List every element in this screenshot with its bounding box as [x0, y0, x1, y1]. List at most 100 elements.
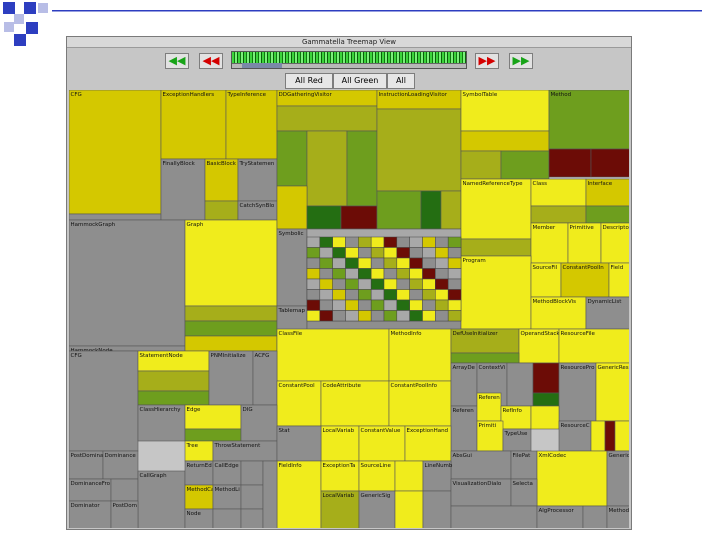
treemap-mini-cell[interactable] — [435, 289, 449, 301]
treemap-mini-cell[interactable] — [345, 278, 359, 290]
treemap-cell[interactable] — [460, 238, 532, 257]
treemap-mini-cell[interactable] — [435, 310, 449, 322]
treemap-mini-cell[interactable] — [396, 310, 410, 322]
treemap-cell[interactable] — [450, 352, 520, 364]
slider-track[interactable] — [232, 63, 466, 68]
treemap-cell-cfg-top[interactable] — [69, 90, 162, 215]
treemap-cell-program[interactable] — [460, 255, 532, 330]
back-button[interactable]: ◀◀ — [199, 53, 223, 69]
treemap-cell-reference-var[interactable] — [476, 392, 502, 422]
treemap-mini-cell[interactable] — [383, 278, 398, 290]
treemap-cell-finally-block[interactable] — [160, 158, 206, 221]
treemap-cell-interface[interactable] — [585, 178, 629, 207]
treemap-mini-cell[interactable] — [370, 278, 385, 290]
treemap-cell-acfg[interactable] — [252, 350, 278, 406]
treemap-mini-cell[interactable] — [306, 278, 321, 290]
treemap-cell-source-line[interactable] — [358, 460, 396, 492]
treemap-cell-method-call[interactable] — [184, 484, 214, 510]
treemap-cell[interactable] — [212, 508, 242, 528]
treemap-cell[interactable] — [306, 130, 348, 207]
forward-button[interactable]: ▶▶ — [475, 53, 499, 69]
treemap-mini-cell[interactable] — [396, 268, 410, 280]
treemap-cell[interactable] — [306, 205, 342, 230]
treemap-cell[interactable] — [184, 335, 278, 352]
treemap-cell[interactable] — [420, 190, 442, 230]
treemap-mini-cell[interactable] — [447, 247, 462, 259]
treemap-cell[interactable] — [394, 460, 424, 492]
treemap-mini-cell[interactable] — [383, 257, 398, 269]
treemap-cell[interactable] — [240, 508, 264, 528]
treemap-cell-symbol-table[interactable] — [460, 90, 550, 132]
treemap-mini-cell[interactable] — [345, 247, 359, 259]
treemap-mini-cell[interactable] — [396, 247, 410, 259]
treemap-cell-class-file[interactable] — [276, 328, 390, 382]
treemap-mini-cell[interactable] — [370, 289, 385, 301]
treemap-cell-constant-pool[interactable] — [276, 380, 322, 427]
treemap-cell[interactable] — [184, 305, 278, 322]
treemap-mini-cell[interactable] — [422, 268, 436, 280]
treemap-mini-cell[interactable] — [306, 310, 321, 322]
treemap-cell-constant-pool-info[interactable] — [388, 380, 452, 427]
treemap-cell-named-reference-type[interactable] — [460, 178, 532, 240]
treemap-cell[interactable] — [614, 420, 629, 452]
treemap-mini-cell[interactable] — [422, 299, 436, 311]
treemap-cell[interactable] — [276, 185, 308, 230]
all-red-button[interactable]: All Red — [285, 73, 333, 89]
treemap-cell[interactable] — [532, 392, 560, 407]
treemap-cell-try-statement[interactable] — [237, 158, 278, 202]
treemap-cell-member[interactable] — [530, 222, 569, 264]
treemap-cell[interactable] — [460, 150, 502, 180]
treemap-cell[interactable] — [376, 190, 422, 230]
all-button[interactable]: All — [387, 73, 415, 89]
treemap-mini-cell[interactable] — [447, 278, 462, 290]
treemap-mini-cell[interactable] — [370, 310, 385, 322]
treemap-mini-cell[interactable] — [383, 236, 398, 248]
treemap-mini-cell[interactable] — [319, 289, 333, 301]
treemap-cell[interactable] — [440, 190, 462, 230]
treemap-mini-cell[interactable] — [422, 310, 436, 322]
treemap-cell[interactable] — [582, 505, 608, 528]
treemap-mini-cell[interactable] — [358, 247, 372, 259]
treemap-mini-cell[interactable] — [383, 289, 398, 301]
treemap-mini-cell[interactable] — [447, 310, 462, 322]
treemap-cell-line-number[interactable] — [422, 460, 452, 492]
treemap-mini-cell[interactable] — [306, 268, 321, 280]
treemap-mini-cell[interactable] — [332, 257, 346, 269]
treemap-mini-cell[interactable] — [396, 257, 410, 269]
treemap-mini-cell[interactable] — [319, 278, 333, 290]
treemap-cell[interactable] — [346, 130, 378, 207]
treemap-cell[interactable] — [184, 428, 242, 442]
treemap-cell-abs-gui[interactable] — [450, 450, 512, 480]
treemap-mini-cell[interactable] — [332, 289, 346, 301]
treemap-cell[interactable] — [500, 150, 550, 180]
treemap-mini-cell[interactable] — [422, 278, 436, 290]
treemap-cell[interactable] — [262, 460, 278, 528]
treemap-cell[interactable] — [422, 490, 452, 528]
treemap-mini-cell[interactable] — [447, 257, 462, 269]
treemap-mini-cell[interactable] — [383, 310, 398, 322]
treemap-cell[interactable] — [530, 405, 560, 430]
treemap-cell[interactable] — [532, 362, 560, 394]
treemap-cell-field-info[interactable] — [276, 460, 322, 528]
treemap-cell[interactable] — [548, 148, 592, 178]
treemap-cell[interactable] — [604, 420, 616, 452]
treemap-mini-cell[interactable] — [370, 257, 385, 269]
treemap-mini-cell[interactable] — [409, 278, 423, 290]
treemap-cell[interactable] — [276, 105, 378, 132]
treemap-cell[interactable] — [276, 130, 308, 187]
treemap-mini-cell[interactable] — [370, 268, 385, 280]
treemap-cell[interactable] — [530, 205, 587, 224]
treemap-mini-cell[interactable] — [358, 289, 372, 301]
treemap-mini-cell[interactable] — [409, 247, 423, 259]
treemap-cell[interactable] — [506, 362, 534, 407]
treemap-mini-cell[interactable] — [306, 257, 321, 269]
treemap-mini-cell[interactable] — [358, 310, 372, 322]
treemap-cell-constant-value[interactable] — [358, 425, 406, 462]
treemap-mini-cell[interactable] — [370, 247, 385, 259]
treemap-cell-hammock-graph[interactable] — [69, 219, 186, 347]
treemap-cell-exception-table[interactable] — [320, 460, 360, 492]
treemap-mini-cell[interactable] — [435, 257, 449, 269]
treemap-cell[interactable] — [450, 505, 538, 528]
treemap-mini-cell[interactable] — [332, 268, 346, 280]
treemap-cell-method-ca[interactable] — [606, 505, 629, 528]
